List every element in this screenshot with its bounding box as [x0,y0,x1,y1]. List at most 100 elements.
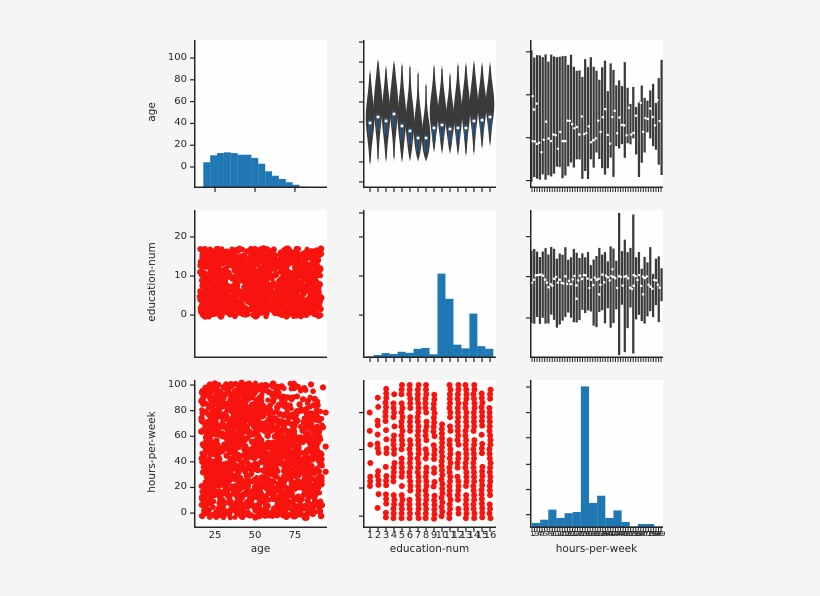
x-tick-label: 7 [414,530,422,541]
x-tick-label: 9 [430,530,438,541]
y-tick-label: 0 [180,309,187,321]
panel-hours-vs-education-strips [359,380,496,532]
x-tick-label: 50 [624,530,633,538]
x-tick-label: 15 [475,530,489,541]
panel-age-vs-education-violins [359,40,496,192]
x-tick-label: 8 [547,530,552,538]
y-tick-label: 80 [174,73,187,85]
panel-age-hist [190,40,327,192]
x-tick-label: 34 [588,530,597,538]
x-tick-label: 1 [366,530,374,541]
x-tick-label: 36 [593,530,602,538]
y-tick-label: 80 [174,404,187,416]
hours-vs-education-strips-plot [359,380,496,532]
y-tick-label: 20 [174,230,187,242]
x-tick-label: 35 [591,530,600,538]
x-tick-label: 9 [550,530,555,538]
x-tick-label: 20 [565,530,574,538]
x-tick-label: 6 [542,530,547,538]
age-hist-plot [190,40,327,192]
x-tick-label: 40 [603,530,612,538]
x-tick-label: 11 [443,530,457,541]
panel-education-vs-age-scatter [190,210,327,358]
x-tick-label: 8 [422,530,430,541]
y-tick-label: 20 [174,139,187,151]
hours-hist-plot [526,380,663,532]
x-tick-label: 45 [616,530,625,538]
x-tick-label: 75 [288,530,302,541]
x-tick-label: 42 [608,530,617,538]
x-tick-label: 25 [208,530,222,541]
x-tick-label: 4 [390,530,398,541]
education-hist-plot [359,210,496,362]
x-tick-label: 21 [568,530,577,538]
x-tick-label: 2 [532,530,537,538]
panel-education-hist [359,210,496,362]
x-tick-label: 13 [459,530,473,541]
x-tick-label: 25 [576,530,585,538]
x-tick-label: 50 [248,530,262,541]
y-tick-label: 100 [167,52,187,64]
x-tick-label: 22 [571,530,579,538]
y-axis-label-age: age [146,102,158,122]
x-axis-label-education-num: education-num [389,543,470,555]
x-tick-label: 12 [451,530,465,541]
x-tick-label: 70 [641,530,650,538]
panel-hours-vs-age-scatter [190,379,329,528]
x-tick-label: 43 [611,530,620,538]
x-tick-label: 16 [483,530,497,541]
x-tick-label: 37 [596,530,605,538]
x-tick-label: 2 [374,530,382,541]
panel-hours-hist [526,380,663,532]
education-vs-hours-forest-plot [526,210,663,362]
x-tick-label: 60 [634,530,643,538]
y-tick-label: 10 [174,270,187,281]
y-tick-label: 0 [180,507,187,519]
age-vs-education-violins-plot [359,40,496,192]
x-tick-label: 32 [586,530,595,538]
x-axis-label-age: age [250,543,271,555]
hours-vs-age-scatter-plot [190,379,329,528]
panel-age-vs-hours-forest [526,40,663,192]
x-tick-label: 18 [563,530,572,538]
y-tick-label: 0 [180,160,187,172]
y-tick-label: 40 [174,117,187,129]
x-tick-label: 38 [598,530,607,538]
x-tick-label: 44 [614,530,622,538]
x-tick-label: 24 [573,530,582,538]
x-tick-label: 6 [406,530,414,541]
x-tick-label: 41 [606,530,615,538]
x-tick-label: 5 [398,530,406,541]
x-tick-label: 55 [629,530,638,538]
x-tick-label: 30 [583,530,592,538]
x-tick-label: 64 [636,530,645,538]
x-tick-label: 10 [435,530,449,541]
x-tick-label: 5 [540,530,545,538]
y-tick-label: 20 [174,481,187,493]
y-tick-label: 60 [174,430,187,442]
x-tick-label: 1 [530,530,534,538]
x-tick-label: 14 [467,530,481,541]
x-tick-label: 3 [535,530,540,538]
x-tick-label: 72 [644,530,653,538]
x-tick-label: 75 [646,530,655,538]
x-tick-label: 65 [639,530,648,538]
y-tick-label: 60 [174,95,187,107]
x-tick-label: 28 [581,530,590,538]
y-tick-label: 100 [167,379,187,391]
x-tick-label: 3 [382,530,390,541]
y-tick-label: 40 [174,455,187,467]
x-tick-label: 4 [537,530,542,538]
x-tick-label: 99 [657,530,665,538]
x-tick-label: 52 [626,530,635,538]
x-tick-label: 39 [601,530,610,538]
x-tick-label: 90 [654,530,663,538]
x-tick-label: 48 [621,530,630,538]
x-tick-label: 84 [651,530,660,538]
x-tick-label: 56 [631,530,640,538]
x-tick-label: 12 [553,530,562,538]
age-vs-hours-forest-plot [526,40,663,192]
x-tick-label: 7 [545,530,550,538]
x-tick-label: 10 [550,530,559,538]
